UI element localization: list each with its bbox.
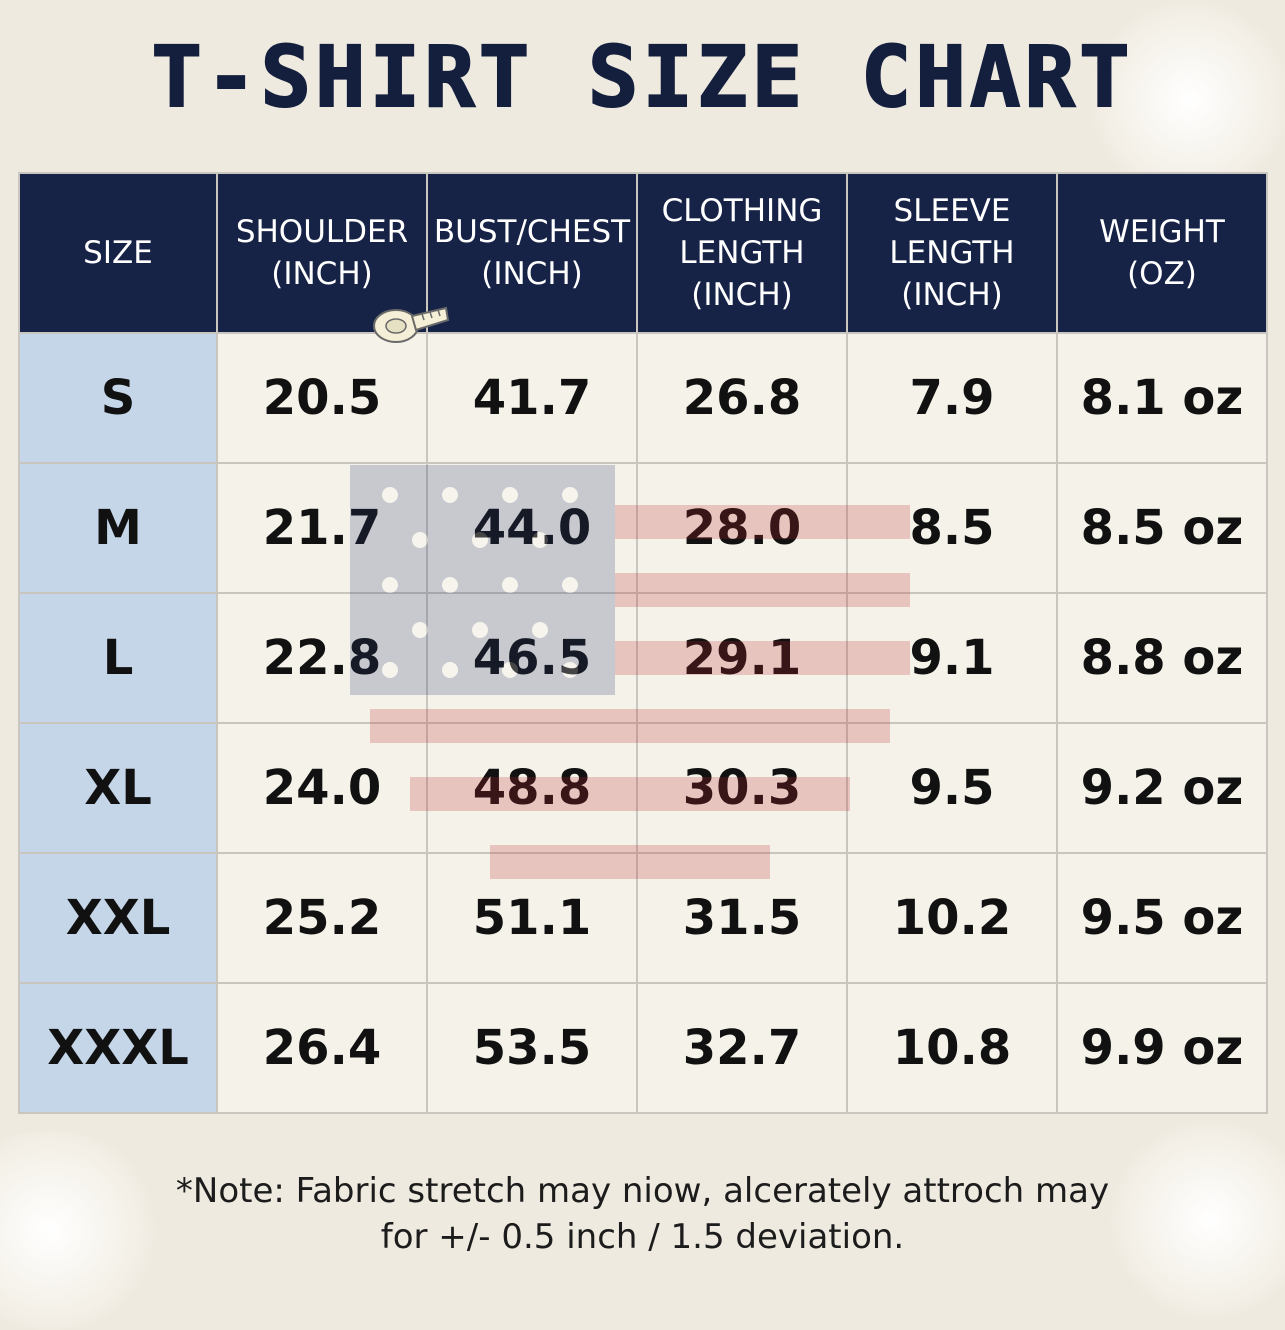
column-header-line: SIZE xyxy=(83,235,153,271)
column-header-line: SHOULDER xyxy=(235,214,409,250)
table-header-row: SIZE SHOULDER (INCH) BUST/CHEST (INCH) CLOTHI… xyxy=(18,172,1268,334)
footnote: *Note: Fabric stretch may niow, alcerate… xyxy=(0,1168,1285,1260)
column-header-line: CLOTHING xyxy=(661,193,823,229)
column-header: BUST/CHEST (INCH) xyxy=(426,172,638,334)
column-header-line: (INCH) xyxy=(691,277,793,313)
column-header-line: LENGTH xyxy=(679,235,805,271)
table-cell: 9.1 xyxy=(846,592,1058,724)
table-cell: 8.1 oz xyxy=(1056,332,1268,464)
table-cell: 46.5 xyxy=(426,592,638,724)
column-header-line: (INCH) xyxy=(901,277,1003,313)
table-cell: 29.1 xyxy=(636,592,848,724)
cotton-flower-decoration xyxy=(1090,0,1285,200)
table-cell: 26.4 xyxy=(216,982,428,1114)
table-cell: 31.5 xyxy=(636,852,848,984)
table-cell: 20.5 xyxy=(216,332,428,464)
table-cell: 10.8 xyxy=(846,982,1058,1114)
table-cell: 22.8 xyxy=(216,592,428,724)
table-row: S 20.5 41.7 26.8 7.9 8.1 oz xyxy=(18,332,1268,464)
table-cell: 30.3 xyxy=(636,722,848,854)
table-cell: 9.5 xyxy=(846,722,1058,854)
size-label-cell: XXXL xyxy=(18,982,218,1114)
table-cell: 8.5 oz xyxy=(1056,462,1268,594)
page-title: T-SHIRT SIZE CHART xyxy=(150,27,1134,127)
table-body: S 20.5 41.7 26.8 7.9 8.1 oz M 21.7 44.0 28.0 8.5 8.… xyxy=(18,332,1268,1114)
table-cell: 7.9 xyxy=(846,332,1058,464)
column-header-line: BUST/CHEST xyxy=(433,214,631,250)
table-cell: 9.5 oz xyxy=(1056,852,1268,984)
size-label-cell: XXL xyxy=(18,852,218,984)
table-cell: 21.7 xyxy=(216,462,428,594)
table-cell: 10.2 xyxy=(846,852,1058,984)
table-cell: 24.0 xyxy=(216,722,428,854)
column-header: SIZE xyxy=(18,172,218,334)
table-cell: 51.1 xyxy=(426,852,638,984)
table-cell: 9.2 oz xyxy=(1056,722,1268,854)
table-cell: 25.2 xyxy=(216,852,428,984)
table-row: XXL 25.2 51.1 31.5 10.2 9.5 oz xyxy=(18,852,1268,984)
table-cell: 48.8 xyxy=(426,722,638,854)
column-header-line: LENGTH xyxy=(889,235,1015,271)
table-cell: 41.7 xyxy=(426,332,638,464)
table-cell: 26.8 xyxy=(636,332,848,464)
column-header: SLEEVE LENGTH (INCH) xyxy=(846,172,1058,334)
table-row: L 22.8 46.5 29.1 9.1 8.8 oz xyxy=(18,592,1268,724)
column-header: SHOULDER (INCH) xyxy=(216,172,428,334)
column-header-line: (INCH) xyxy=(271,256,373,292)
column-header-line: (OZ) xyxy=(1127,256,1197,292)
table-cell: 8.5 xyxy=(846,462,1058,594)
size-label-cell: L xyxy=(18,592,218,724)
footnote-line-2: for +/- 0.5 inch / 1.5 deviation. xyxy=(380,1217,905,1257)
size-chart-table: SIZE SHOULDER (INCH) BUST/CHEST (INCH) CLOTHI… xyxy=(18,172,1268,1114)
table-row: XL 24.0 48.8 30.3 9.5 9.2 oz xyxy=(18,722,1268,854)
table-cell: 9.9 oz xyxy=(1056,982,1268,1114)
table-cell: 53.5 xyxy=(426,982,638,1114)
table-cell: 28.0 xyxy=(636,462,848,594)
column-header: CLOTHING LENGTH (INCH) xyxy=(636,172,848,334)
column-header-line: WEIGHT xyxy=(1099,214,1225,250)
table-cell: 8.8 oz xyxy=(1056,592,1268,724)
size-label-cell: M xyxy=(18,462,218,594)
table-row: XXXL 26.4 53.5 32.7 10.8 9.9 oz xyxy=(18,982,1268,1114)
table-cell: 44.0 xyxy=(426,462,638,594)
column-header-line: (INCH) xyxy=(481,256,583,292)
measuring-tape-icon xyxy=(373,306,450,343)
size-label-cell: S xyxy=(18,332,218,464)
footnote-line-1: *Note: Fabric stretch may niow, alcerate… xyxy=(175,1171,1110,1211)
table-row: M 21.7 44.0 28.0 8.5 8.5 oz xyxy=(18,462,1268,594)
table-cell: 32.7 xyxy=(636,982,848,1114)
column-header: WEIGHT (OZ) xyxy=(1056,172,1268,334)
column-header-line: SLEEVE xyxy=(893,193,1011,229)
size-label-cell: XL xyxy=(18,722,218,854)
